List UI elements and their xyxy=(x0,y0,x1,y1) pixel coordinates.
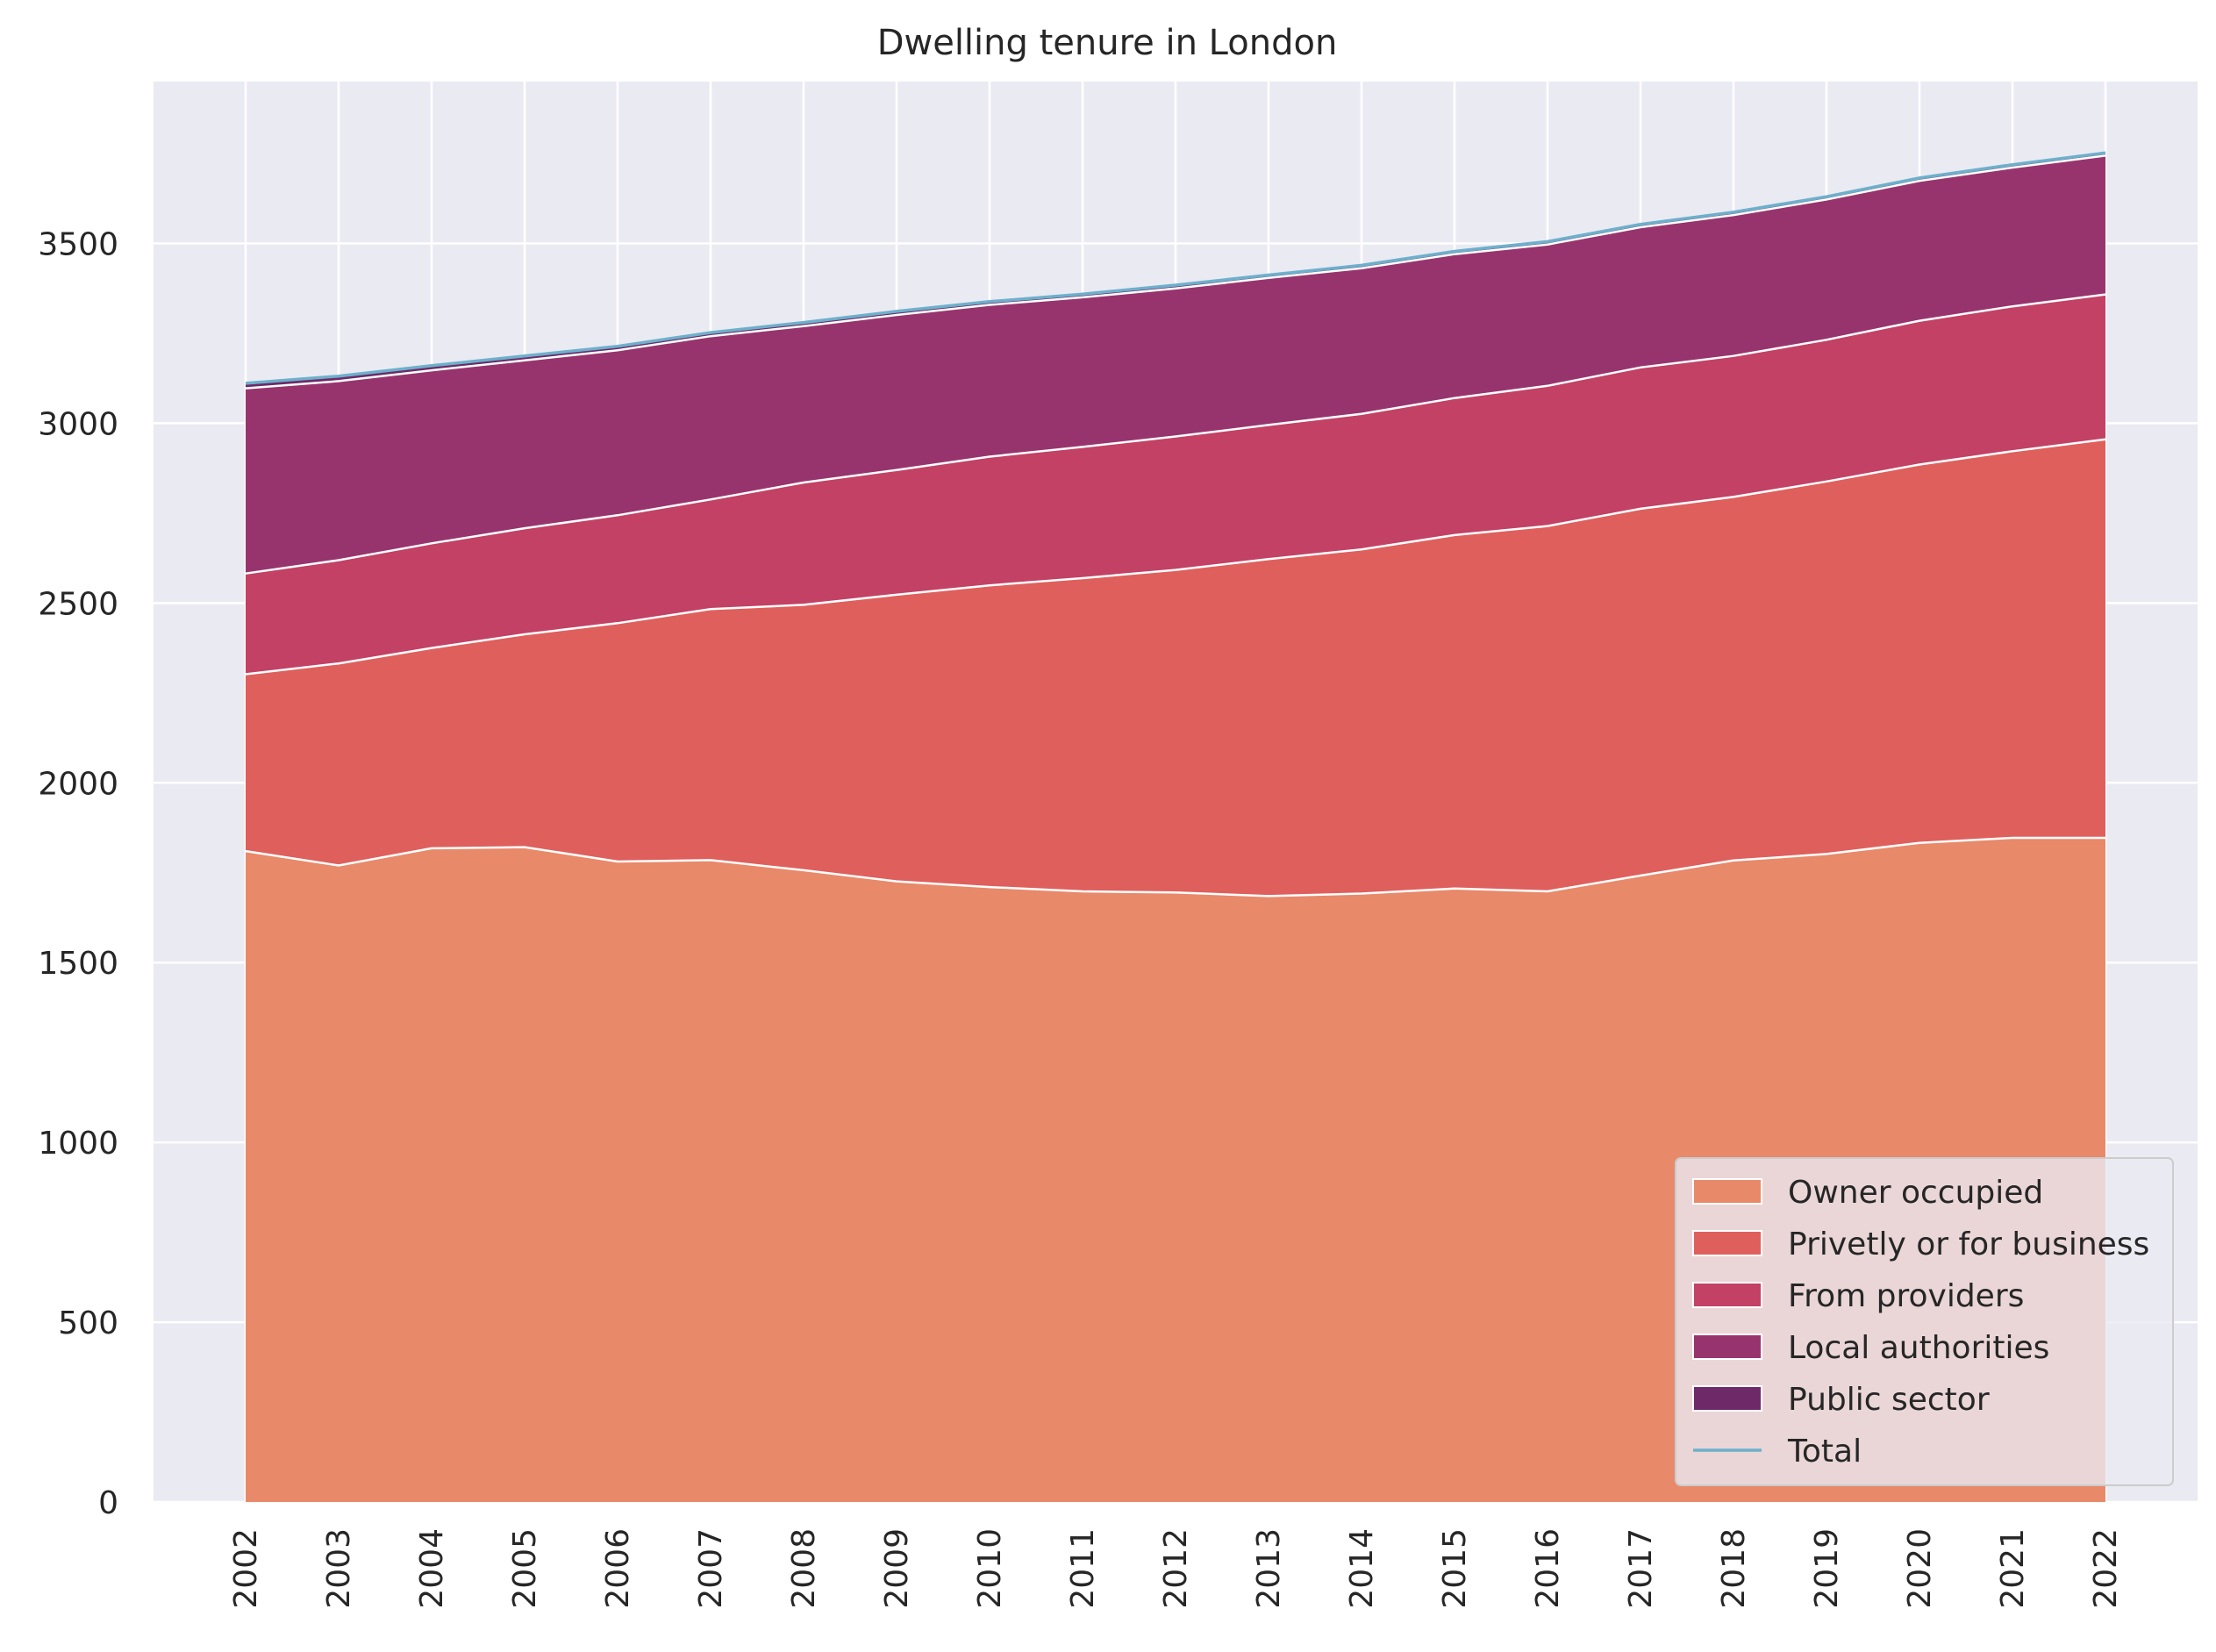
area-edge-3 xyxy=(245,293,2106,575)
x-tick-label: 2021 xyxy=(1995,1528,2031,1609)
legend-box xyxy=(1675,1157,2174,1486)
y-tick-label: 0 xyxy=(98,1485,118,1521)
legend-label-3: From providers xyxy=(1788,1278,2024,1314)
x-tick-label: 2015 xyxy=(1437,1528,1473,1609)
legend-label-6: Total xyxy=(1787,1434,1862,1470)
legend-label-5: Public sector xyxy=(1788,1382,1990,1418)
x-tick-label: 2011 xyxy=(1065,1528,1101,1609)
legend-swatch-1 xyxy=(1692,1178,1762,1205)
legend-label-1: Owner occupied xyxy=(1788,1175,2043,1211)
x-tick-label: 2016 xyxy=(1530,1528,1566,1609)
x-tick-label: 2020 xyxy=(1902,1528,1938,1609)
x-tick-label: 2019 xyxy=(1809,1528,1845,1609)
y-tick-label: 3000 xyxy=(38,406,118,442)
x-axis-tick-labels: 2002 2003 2004 2005 2006 2007 2008 2009 2010 2011… xyxy=(228,1528,2124,1609)
total-line xyxy=(245,151,2106,385)
legend-swatch-2 xyxy=(1692,1230,1762,1256)
y-tick-label: 2500 xyxy=(38,586,118,622)
legend-label-4: Local authorities xyxy=(1788,1330,2049,1366)
x-tick-label: 2014 xyxy=(1344,1528,1380,1609)
area-edge-4 xyxy=(245,154,2106,390)
x-tick-label: 2012 xyxy=(1158,1528,1194,1609)
legend-swatch-4 xyxy=(1692,1334,1762,1360)
x-tick-label: 2013 xyxy=(1251,1528,1287,1609)
area-series-1 xyxy=(246,838,2105,1502)
area-series-2 xyxy=(246,439,2105,897)
y-tick-label: 1000 xyxy=(38,1126,118,1162)
x-tick-label: 2010 xyxy=(972,1528,1008,1609)
x-tick-label: 2004 xyxy=(414,1528,450,1609)
x-tick-label: 2008 xyxy=(786,1528,822,1609)
y-tick-label: 3500 xyxy=(38,226,118,262)
y-axis-tick-labels: 0 500 1000 1500 2000 2500 3000 3500 xyxy=(38,226,118,1521)
x-tick-label: 2009 xyxy=(879,1528,915,1609)
area-series-3 xyxy=(246,294,2105,675)
y-tick-label: 1500 xyxy=(38,946,118,982)
legend-swatch-5 xyxy=(1692,1385,1762,1412)
x-tick-label: 2002 xyxy=(228,1528,264,1609)
legend: Owner occupied Privetly or for business Fr… xyxy=(1675,1157,2174,1486)
x-tick-label: 2018 xyxy=(1716,1528,1752,1609)
chart-title: Dwelling tenure in London xyxy=(877,23,1338,63)
x-tick-label: 2005 xyxy=(507,1528,543,1609)
x-tick-label: 2006 xyxy=(600,1528,636,1609)
x-tick-label: 2007 xyxy=(693,1528,729,1609)
x-tick-label: 2022 xyxy=(2088,1528,2124,1609)
area-edge-1 xyxy=(245,836,2105,898)
area-series-group xyxy=(246,153,2105,1502)
x-tick-label: 2003 xyxy=(321,1528,357,1609)
area-edge-2 xyxy=(245,438,2106,676)
y-tick-label: 2000 xyxy=(38,766,118,802)
x-tick-label: 2017 xyxy=(1623,1528,1659,1609)
legend-label-2: Privetly or for business xyxy=(1788,1226,2149,1262)
y-tick-label: 500 xyxy=(58,1305,118,1341)
total-line-group xyxy=(245,151,2106,385)
legend-swatch-3 xyxy=(1692,1282,1762,1308)
area-series-4 xyxy=(246,155,2105,574)
